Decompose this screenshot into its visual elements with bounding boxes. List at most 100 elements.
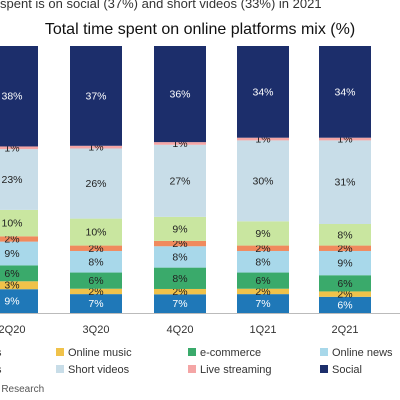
data-label: 6%	[88, 275, 103, 287]
data-label: 10%	[1, 218, 22, 230]
data-label: 8%	[172, 273, 187, 285]
bar-segment	[0, 281, 38, 290]
bar-segment	[154, 144, 206, 217]
data-label: 6%	[337, 278, 352, 290]
bar-segment	[237, 250, 289, 273]
bar-segment	[0, 209, 38, 237]
bar-segment	[0, 146, 38, 150]
bar-segment	[0, 265, 38, 282]
data-label: 9%	[172, 223, 187, 235]
data-label: 23%	[1, 174, 22, 186]
x-tick-label: 2Q20	[0, 324, 25, 336]
data-label: 2%	[88, 286, 103, 298]
x-tick-label: 4Q20	[167, 324, 194, 336]
data-label: 8%	[255, 256, 270, 268]
data-label: 2%	[255, 243, 270, 255]
data-label: 37%	[85, 90, 106, 102]
bar-segment	[237, 245, 289, 251]
source-note: ey Research	[0, 384, 45, 395]
data-label: 2%	[337, 243, 352, 255]
x-tick-label: 3Q20	[83, 324, 110, 336]
legend-swatch	[56, 348, 64, 356]
bar-segment	[237, 140, 289, 222]
data-label: 30%	[252, 175, 273, 187]
data-label: 3%	[4, 280, 19, 292]
bar-segment	[319, 275, 371, 292]
data-label: 6%	[337, 299, 352, 311]
legend-swatch	[320, 348, 328, 356]
legend-label: Online news	[332, 347, 393, 359]
bar-segment	[154, 142, 206, 145]
bar-segment	[0, 289, 38, 313]
data-label: 8%	[337, 229, 352, 241]
bar-segment	[237, 294, 289, 313]
data-label: 2%	[4, 233, 19, 245]
bar-segment	[319, 245, 371, 251]
data-label: 31%	[334, 177, 355, 189]
x-tick-label: 2Q21	[332, 324, 359, 336]
bar-segment	[70, 272, 122, 289]
bar-segment	[237, 288, 289, 295]
chart-title: Total time spent on online platforms mix…	[44, 21, 356, 38]
legend-label: s	[0, 347, 2, 359]
data-label: 2%	[88, 243, 103, 255]
legend-swatch	[56, 365, 64, 373]
bar-segment	[319, 137, 371, 141]
bar-segment	[70, 245, 122, 251]
data-label: 2%	[172, 238, 187, 250]
legend-label: Live streaming	[200, 364, 272, 376]
bar-segment	[70, 148, 122, 219]
data-label: 36%	[169, 89, 190, 101]
data-label: 34%	[252, 86, 273, 98]
bar-segment	[0, 46, 38, 147]
bar-segment	[154, 246, 206, 268]
bar-segment	[319, 46, 371, 138]
legend-swatch	[320, 365, 328, 373]
bar-segment	[319, 250, 371, 276]
bar-segment	[154, 288, 206, 295]
bar-segment	[70, 294, 122, 313]
bar-segment	[237, 272, 289, 289]
bar-segment	[319, 291, 371, 297]
bar-segment	[154, 267, 206, 289]
data-label: 7%	[255, 298, 270, 310]
bar-segment	[0, 149, 38, 210]
data-label: 7%	[172, 298, 187, 310]
data-label: 38%	[1, 91, 22, 103]
bar-segment	[70, 288, 122, 295]
bar-segment	[70, 250, 122, 273]
legend-swatch	[188, 365, 196, 373]
data-label: 26%	[85, 178, 106, 190]
data-label: 9%	[255, 228, 270, 240]
bar-segment	[237, 46, 289, 138]
bar-segment	[237, 137, 289, 141]
legend-label: Short videos	[68, 364, 130, 376]
data-label: 2%	[255, 286, 270, 298]
bar-segment	[154, 240, 206, 247]
bar-segment	[154, 294, 206, 313]
legend-label: Online music	[68, 347, 132, 359]
bar-segment	[70, 218, 122, 246]
data-label: 27%	[169, 175, 190, 187]
bar-segment	[237, 221, 289, 246]
data-label: 34%	[334, 86, 355, 98]
data-label: 10%	[85, 227, 106, 239]
data-label: 9%	[4, 296, 19, 308]
legend-label: e-commerce	[200, 347, 261, 359]
bar-segment	[154, 216, 206, 241]
bar-segment	[319, 224, 371, 246]
bar-segment	[0, 241, 38, 266]
data-label: 2%	[172, 286, 187, 298]
data-label: 6%	[255, 275, 270, 287]
data-label: 8%	[88, 256, 103, 268]
bar-segment	[319, 296, 371, 313]
bar-segment	[70, 145, 122, 149]
bar-segment	[154, 46, 206, 143]
headline: spent is on social (37%) and short video…	[0, 0, 322, 11]
data-label: 2%	[337, 289, 352, 301]
data-label: 7%	[88, 298, 103, 310]
bar-segment	[319, 140, 371, 224]
bar-segment	[0, 236, 38, 242]
data-label: 9%	[337, 258, 352, 270]
